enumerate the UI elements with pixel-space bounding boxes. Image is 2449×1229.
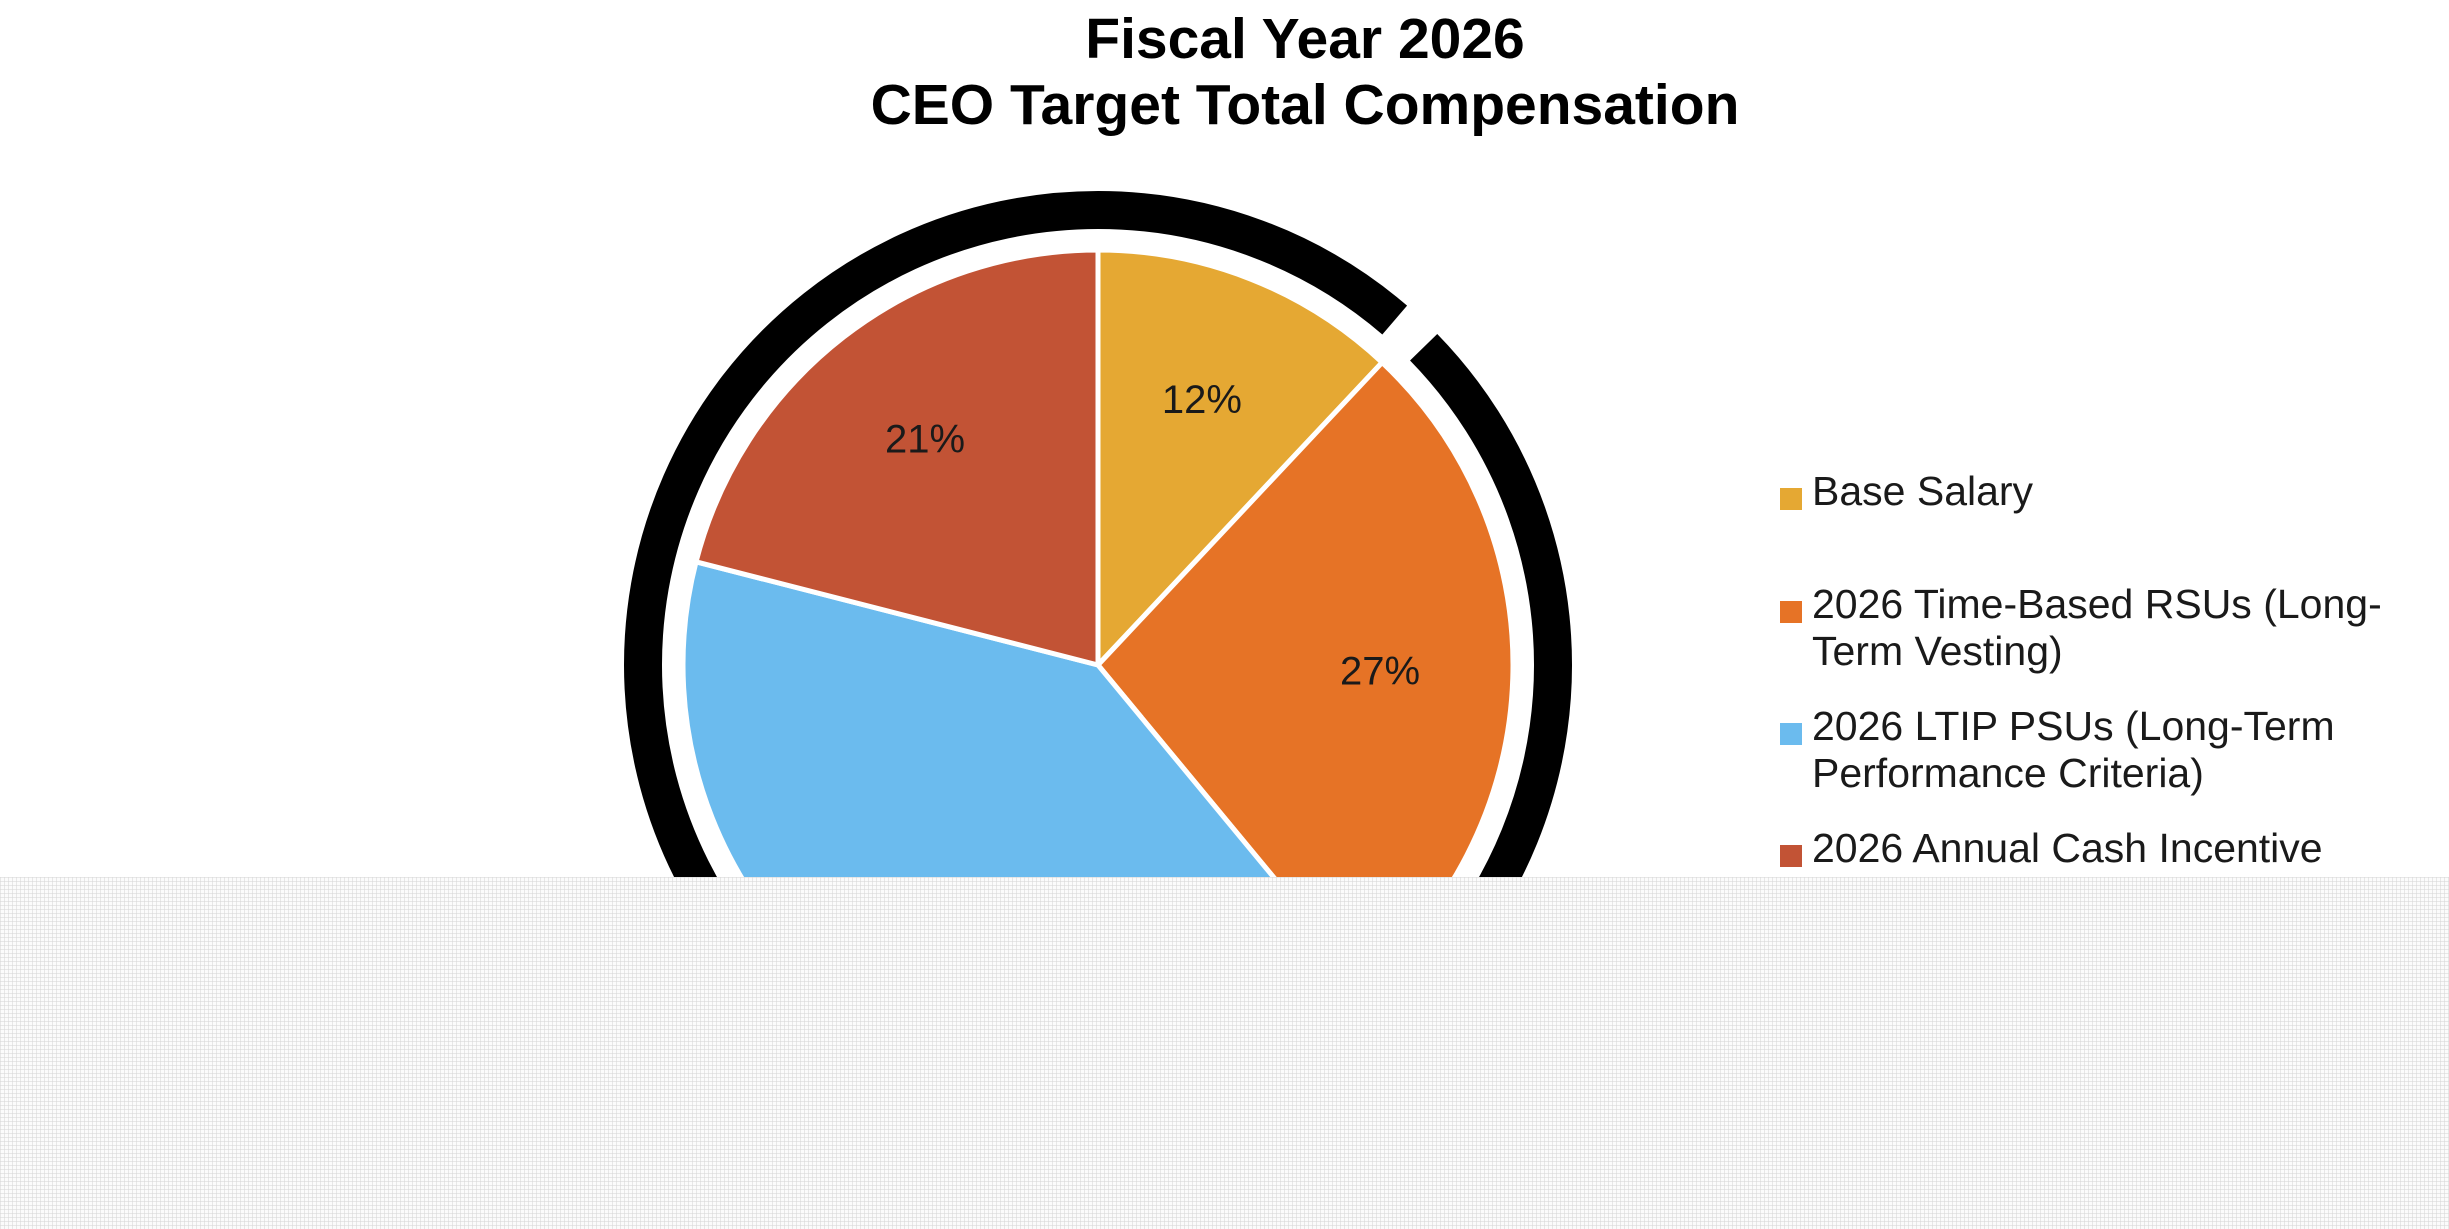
- redaction-overlay: [0, 877, 2449, 1229]
- legend-label: Base Salary: [1812, 468, 2034, 514]
- legend-item-base-salary: Base Salary: [1780, 468, 2420, 515]
- data-label-2026-annual-cash-incentive-award: 21%: [885, 418, 965, 462]
- data-label-base-salary: 12%: [1162, 378, 1242, 422]
- chart-title-line-1: Fiscal Year 2026: [1085, 7, 1525, 71]
- legend-label: 2026 LTIP PSUs (Long-Term Performance Cr…: [1812, 703, 2335, 796]
- data-label-2026-time-based-rsus-long-term-vesting: 27%: [1340, 649, 1420, 693]
- legend-swatch-2026-ltip-psus-long-term-performance-criteria: [1780, 723, 1802, 745]
- legend: Base Salary 2026 Time-Based RSUs (Long-Te…: [1780, 440, 2420, 919]
- chart-title: Fiscal Year 2026 CEO Target Total Compen…: [0, 6, 2449, 138]
- pie-slice-2026-annual-cash-incentive-award: [693, 247, 1101, 668]
- pie-slice-base-salary: [1095, 247, 1385, 668]
- legend-item-2026-time-based-rsus-long-term-vesting: 2026 Time-Based RSUs (Long-Term Vesting): [1780, 581, 2420, 675]
- bracket-arc-1: [1097, 191, 1408, 335]
- legend-swatch-base-salary: [1780, 488, 1802, 510]
- legend-swatch-2026-annual-cash-incentive-award: [1780, 845, 1802, 867]
- legend-item-2026-ltip-psus-long-term-performance-criteria: 2026 LTIP PSUs (Long-Term Performance Cr…: [1780, 703, 2420, 797]
- chart-title-line-2: CEO Target Total Compensation: [870, 73, 1740, 137]
- legend-label: 2026 Time-Based RSUs (Long-Term Vesting): [1812, 581, 2382, 674]
- legend-swatch-2026-time-based-rsus-long-term-vesting: [1780, 601, 1802, 623]
